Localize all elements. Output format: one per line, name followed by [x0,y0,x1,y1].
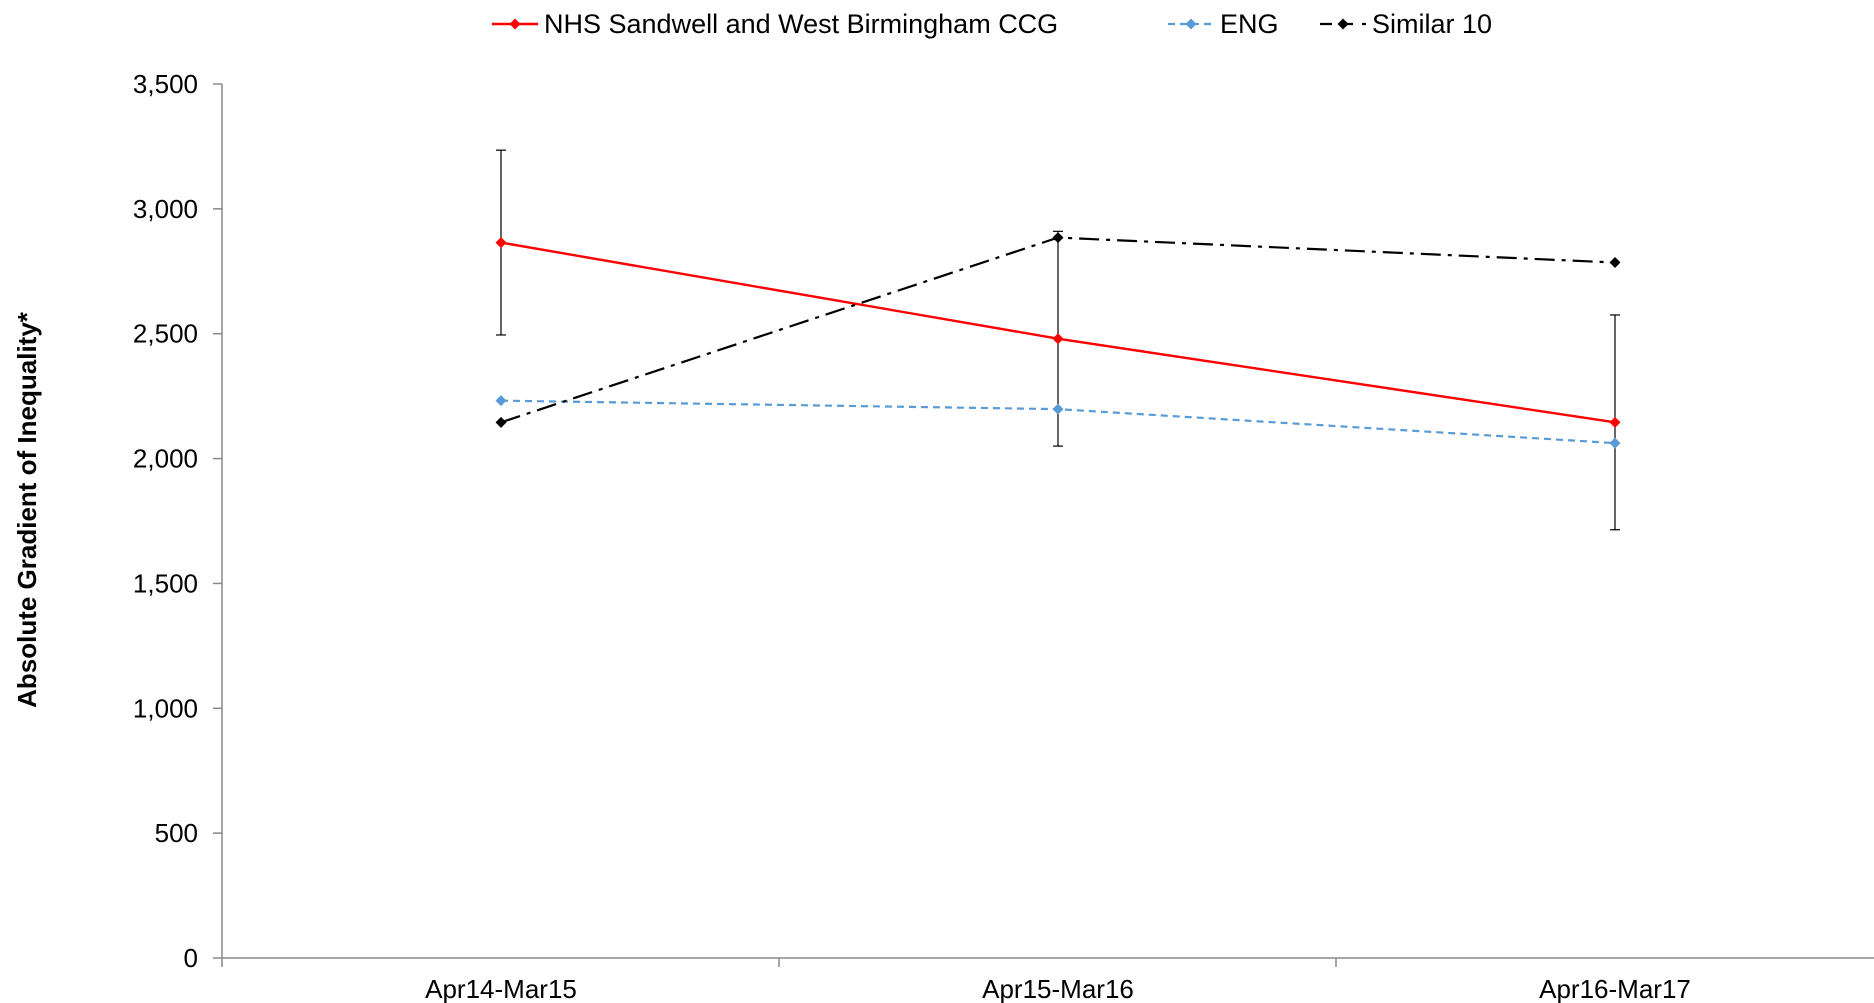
series-2-point [495,416,507,428]
series-0-point [1052,333,1064,345]
y-tick-label: 3,000 [133,194,198,224]
series-0-point [495,237,507,249]
y-tick-label: 0 [184,943,198,973]
y-tick-label: 3,500 [133,69,198,99]
x-tick-label: Apr16-Mar17 [1539,974,1691,1003]
legend-marker-2 [1337,18,1349,30]
chart-legend: NHS Sandwell and West Birmingham CCG ENG S… [492,9,1492,39]
legend-label-0: NHS Sandwell and West Birmingham CCG [544,9,1058,39]
legend-label-2: Similar 10 [1372,9,1492,39]
series-2-point [1609,257,1621,269]
series-0-point [1609,416,1621,428]
series-markers [495,232,1621,449]
y-tick-label: 1,000 [133,693,198,723]
y-tick-label: 2,000 [133,444,198,474]
legend-marker-0 [509,18,521,30]
y-tick-label: 1,500 [133,568,198,598]
series-1-point [1052,403,1064,415]
legend-marker-1 [1185,18,1197,30]
x-tick-label: Apr15-Mar16 [982,974,1134,1003]
chart-axes: 0 500 1,000 1,500 2,000 2,500 3,000 3,500 Apr14-… [133,69,1874,1003]
x-tick-label: Apr14-Mar15 [425,974,577,1003]
y-axis-title: Absolute Gradient of Inequality* [12,311,42,708]
legend-label-1: ENG [1220,9,1279,39]
series-1-point [1609,437,1621,449]
y-tick-label: 2,500 [133,319,198,349]
y-tick-label: 500 [155,818,198,848]
series-2-point [1052,232,1064,244]
series-1-point [495,395,507,407]
